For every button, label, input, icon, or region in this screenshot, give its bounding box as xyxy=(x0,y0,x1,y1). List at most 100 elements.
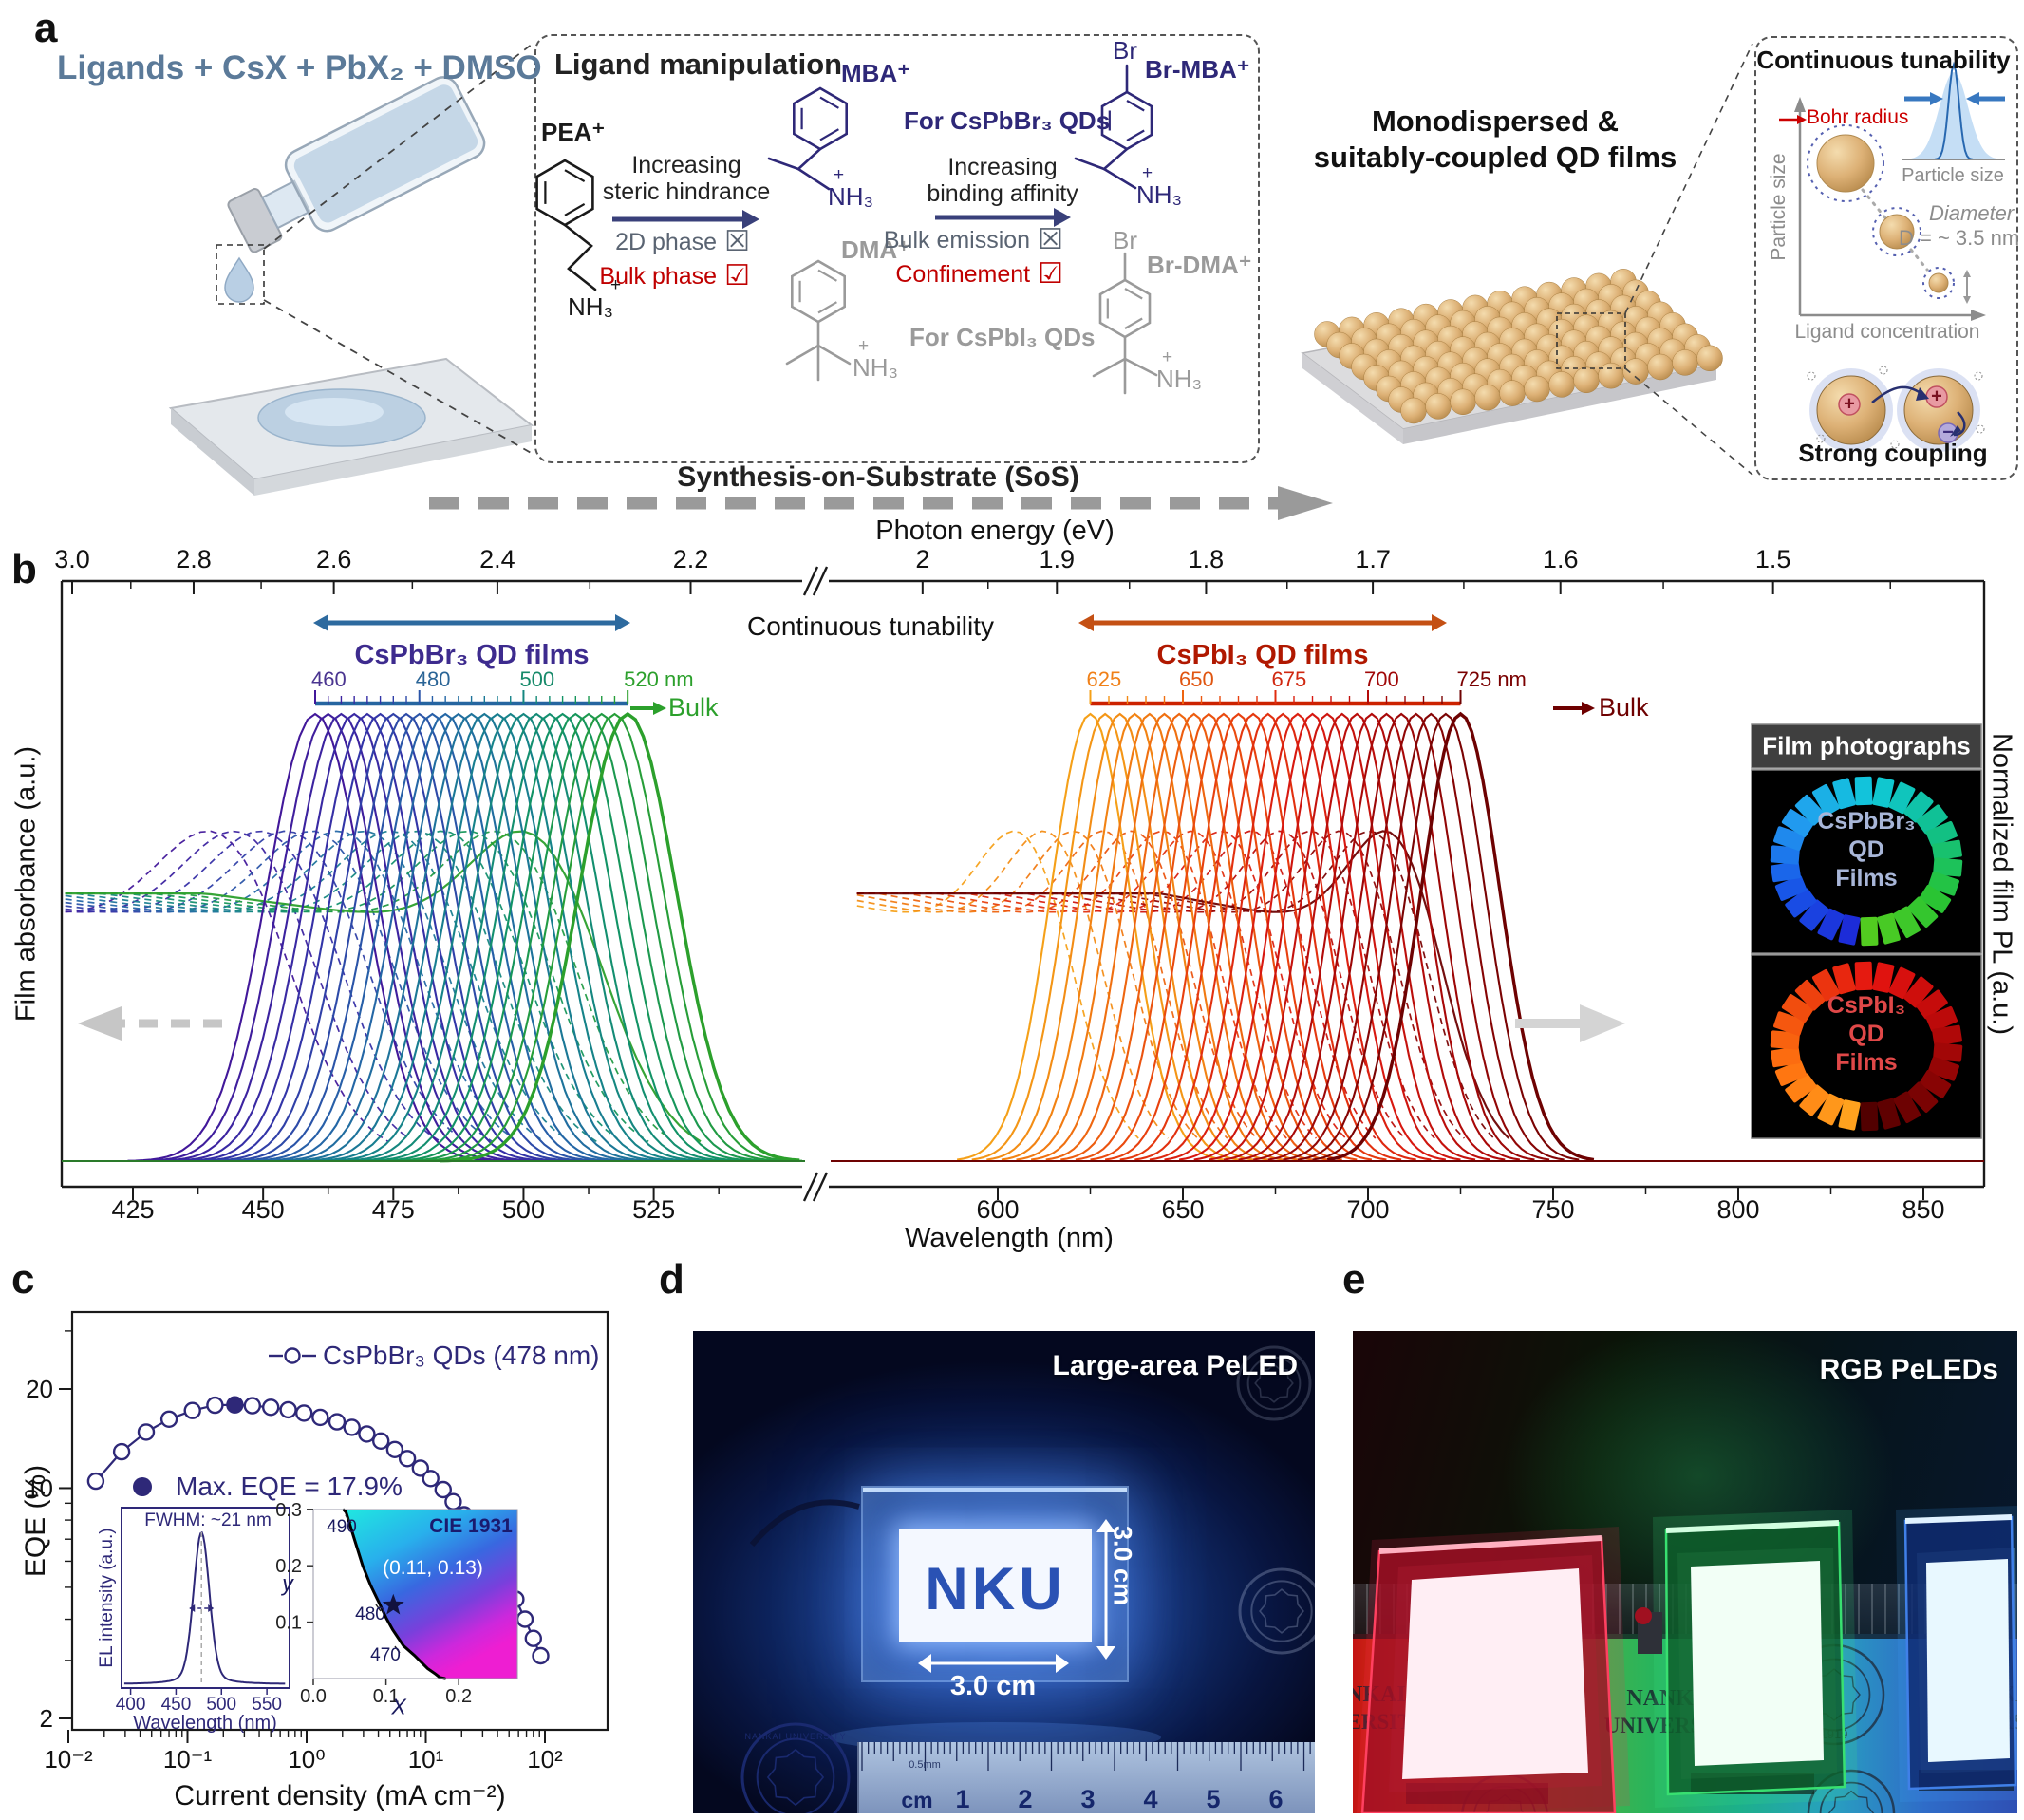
eqe-point xyxy=(279,1400,297,1419)
ligand-box-title: Ligand manipulation xyxy=(554,47,843,81)
wavelength-axis-label: Wavelength (nm) xyxy=(905,1223,1114,1253)
checkbox-2d-phase: 2D phase ☒ xyxy=(615,226,750,257)
amine-br-dma: NH₃ xyxy=(1156,365,1203,393)
eqe-point xyxy=(328,1413,347,1431)
film-photo-bottom-label: CsPbI₃ QD Films xyxy=(1827,992,1906,1076)
cie-point-label: (0.11, 0.13) xyxy=(383,1557,483,1579)
amine-br-mba: NH₃ xyxy=(1136,180,1183,209)
crossed-box-icon: ☒ xyxy=(1038,224,1063,255)
continuous-tunability-box xyxy=(1754,36,2018,480)
eqe-tick: 20 xyxy=(26,1375,53,1403)
eqe-point xyxy=(411,1459,429,1477)
width-dimension-label: 3.0 cm xyxy=(949,1671,1037,1701)
cie-y-axis-label: y xyxy=(282,1570,293,1596)
strong-coupling-label: Strong coupling xyxy=(1798,439,1988,467)
cie-x-tick: 0.0 xyxy=(300,1686,327,1707)
cie-locus-label: 470 xyxy=(370,1645,401,1665)
diameter-label-line1: Diameter xyxy=(1929,201,2015,225)
arrow1-text-line2: steric hindrance xyxy=(602,178,771,205)
large-area-tag: Large-area PeLED xyxy=(1052,1350,1298,1381)
photon-energy-tick: 2.8 xyxy=(176,545,212,573)
film-absorbance-axis-label: Film absorbance (a.u.) xyxy=(10,745,42,1023)
mini-scale-tick: 650 xyxy=(1179,667,1214,691)
emitting-area xyxy=(1402,1568,1588,1779)
emitting-area xyxy=(1691,1561,1824,1766)
ruler-number: 2 xyxy=(1018,1785,1032,1813)
eqe-point xyxy=(515,1610,534,1628)
university-seal xyxy=(1236,1345,1312,1421)
pour-illustration xyxy=(168,43,534,496)
mini-scale-tick: 675 xyxy=(1272,667,1307,691)
normalized-pl-axis-label: Normalized film PL (a.u.) xyxy=(1986,732,2017,1036)
eqe-point xyxy=(524,1629,542,1647)
eqe-point xyxy=(422,1470,440,1488)
film-title-line2: suitably-coupled QD films xyxy=(1313,141,1677,174)
ruler xyxy=(858,1742,1315,1813)
arrow2-text-line2: binding affinity xyxy=(927,180,1078,207)
emitting-area: NKU xyxy=(899,1529,1092,1642)
eqe-point xyxy=(86,1472,105,1491)
arrow2-text-line1: Increasing xyxy=(947,154,1058,180)
photon-energy-tick: 1.7 xyxy=(1355,545,1391,573)
ruler-number: 6 xyxy=(1268,1785,1283,1813)
checkbox-confinement: Confinement ☑ xyxy=(895,258,1063,290)
wavelength-tick: 650 xyxy=(1161,1195,1204,1224)
photon-energy-tick: 1.8 xyxy=(1189,545,1225,573)
film-photo-top-label: CsPbBr₃ QD Films xyxy=(1817,808,1916,891)
cspbbr3-films-label: CsPbBr₃ QD films xyxy=(354,640,590,670)
el-inset-box xyxy=(121,1507,290,1689)
eqe-point xyxy=(206,1396,224,1415)
panel-b-label: b xyxy=(11,546,37,592)
el-wavelength-tick: 400 xyxy=(116,1695,146,1715)
mini-scale-tick: 725 nm xyxy=(1457,667,1527,691)
eqe-point xyxy=(183,1401,201,1419)
panel-c-label: c xyxy=(11,1256,35,1303)
eqe-point xyxy=(343,1418,361,1436)
amine-pea: NH₃ xyxy=(568,292,614,321)
panel-e-photo: NANKAI UNIVERSITY NANKAI UNIVERSITY NANK… xyxy=(1353,1331,2017,1813)
eqe-point xyxy=(532,1646,550,1665)
photon-energy-tick: 2.6 xyxy=(316,545,352,573)
br-label-dma: Br xyxy=(1113,226,1137,254)
panel-b-plot: 3.0 2.8 2.6 2.4 2.2 2 1.9 1.8 1.7 1.6 1.5 425 450 475… xyxy=(54,545,1986,1224)
emitting-area xyxy=(1926,1559,2010,1762)
wavelength-tick: 700 xyxy=(1346,1195,1389,1224)
inset-particle-size-label: Particle size xyxy=(1902,165,2004,186)
current-density-tick: 10¹ xyxy=(408,1745,444,1773)
molecule-label-pea: PEA⁺ xyxy=(541,118,606,146)
ruler-unit: cm xyxy=(901,1788,932,1812)
checkbox-bulk-emission: Bulk emission ☒ xyxy=(883,224,1063,255)
eqe-point xyxy=(137,1423,156,1441)
film-photographs-panel xyxy=(1751,723,1982,1139)
cie-y-tick: 0.2 xyxy=(275,1556,302,1577)
sos-label: Synthesis-on-Substrate (SoS) xyxy=(677,461,1079,493)
svg-text:1919: 1919 xyxy=(779,1811,811,1813)
film-title-line1: Monodispersed & xyxy=(1371,104,1620,138)
charge-plus-left: + xyxy=(1844,393,1855,415)
ruler-number: 4 xyxy=(1143,1785,1157,1813)
cie-color-region xyxy=(344,1510,517,1679)
photon-energy-tick: 1.6 xyxy=(1543,545,1579,573)
qd-film-illustration xyxy=(1301,43,1753,476)
photon-energy-tick: 2 xyxy=(915,545,929,573)
eqe-tick: 2 xyxy=(40,1704,53,1733)
max-eqe-annotation: Max. EQE = 17.9% xyxy=(176,1472,403,1501)
wavelength-tick: 850 xyxy=(1902,1195,1944,1224)
current-density-tick: 10⁻² xyxy=(44,1745,93,1773)
ruler-number: 5 xyxy=(1206,1785,1220,1813)
eqe-point xyxy=(112,1442,131,1461)
el-wavelength-label: Wavelength (nm) xyxy=(133,1713,277,1734)
eqe-point xyxy=(444,1492,462,1510)
mini-scale-tick: 625 xyxy=(1087,667,1122,691)
photon-energy-axis-label: Photon energy (eV) xyxy=(875,516,1115,546)
university-seal: 1919 xyxy=(1807,1769,1896,1813)
mini-scale-tick: 500 xyxy=(519,667,554,691)
eqe-point xyxy=(385,1440,404,1459)
bulk-label-red: Bulk xyxy=(1599,693,1649,722)
current-density-tick: 10⁰ xyxy=(288,1745,325,1773)
charge-minus-right: − xyxy=(1942,422,1954,443)
ruler-mm-label: 0.5mm xyxy=(909,1759,941,1771)
panel-d-photo: NKU 1 2 3 4 5 6 cm 0.5mm NANKAI UNIVERSITY 1919 L… xyxy=(693,1331,1315,1813)
cie-locus-label: 480 xyxy=(355,1604,385,1624)
ligand-manipulation-box xyxy=(534,34,1260,463)
